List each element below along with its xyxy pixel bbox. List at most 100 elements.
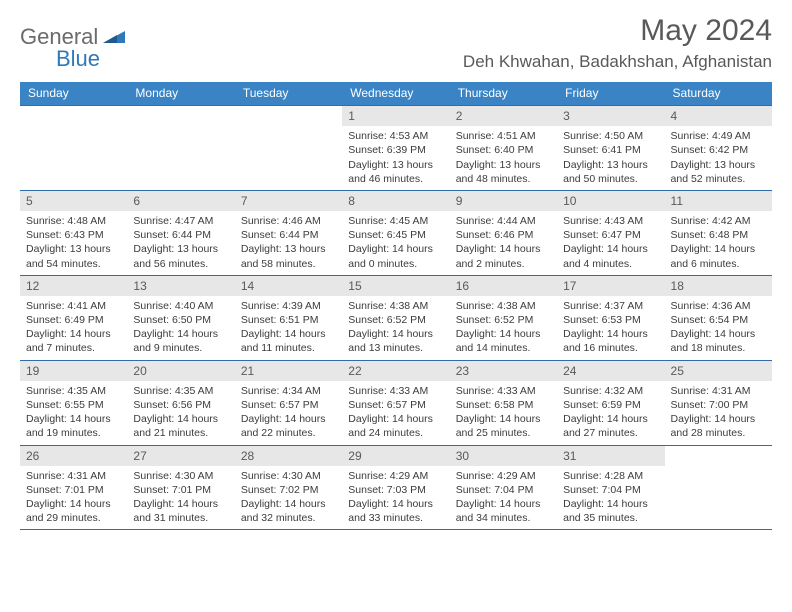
sunset-line: Sunset: 6:39 PM — [348, 143, 443, 157]
sunrise-line: Sunrise: 4:42 AM — [671, 214, 766, 228]
day-number: 21 — [235, 361, 342, 381]
sunrise-line: Sunrise: 4:29 AM — [348, 469, 443, 483]
calendar-cell: 20Sunrise: 4:35 AMSunset: 6:56 PMDayligh… — [127, 361, 234, 445]
title-block: May 2024 Deh Khwahan, Badakhshan, Afghan… — [463, 14, 772, 72]
daylight-line-1: Daylight: 13 hours — [26, 242, 121, 256]
daylight-line-1: Daylight: 13 hours — [563, 158, 658, 172]
day-number: 12 — [20, 276, 127, 296]
daylight-line-2: and 54 minutes. — [26, 257, 121, 271]
weekday-saturday: Saturday — [665, 82, 772, 105]
calendar-cell: 27Sunrise: 4:30 AMSunset: 7:01 PMDayligh… — [127, 446, 234, 530]
calendar-row: 1Sunrise: 4:53 AMSunset: 6:39 PMDaylight… — [20, 105, 772, 191]
day-number: 23 — [450, 361, 557, 381]
day-number: 20 — [127, 361, 234, 381]
daylight-line-1: Daylight: 14 hours — [456, 242, 551, 256]
calendar-cell — [235, 106, 342, 190]
daylight-line-2: and 46 minutes. — [348, 172, 443, 186]
sunset-line: Sunset: 6:43 PM — [26, 228, 121, 242]
daylight-line-1: Daylight: 14 hours — [133, 412, 228, 426]
sunrise-line: Sunrise: 4:47 AM — [133, 214, 228, 228]
daylight-line-1: Daylight: 14 hours — [241, 327, 336, 341]
calendar-row: 12 Sunrise: 4:41 AMSunset: 6:49 PM Dayligh… — [20, 276, 772, 361]
calendar-cell: 6Sunrise: 4:47 AMSunset: 6:44 PMDaylight… — [127, 191, 234, 275]
sunrise-line: Sunrise: 4:35 AM — [26, 384, 121, 398]
day-number: 5 — [20, 191, 127, 211]
daylight-line-2: and 33 minutes. — [348, 511, 443, 525]
calendar-cell: 14Sunrise: 4:39 AMSunset: 6:51 PMDayligh… — [235, 276, 342, 360]
calendar-cell: 16Sunrise: 4:38 AMSunset: 6:52 PMDayligh… — [450, 276, 557, 360]
daylight-line-2: and 4 minutes. — [563, 257, 658, 271]
daylight-line-2: and 22 minutes. — [241, 426, 336, 440]
daylight-line-1: Daylight: 14 hours — [563, 412, 658, 426]
day-number: 8 — [342, 191, 449, 211]
calendar-cell: 28Sunrise: 4:30 AMSunset: 7:02 PMDayligh… — [235, 446, 342, 530]
calendar-cell: 5Sunrise: 4:48 AMSunset: 6:43 PMDaylight… — [20, 191, 127, 275]
day-number: 27 — [127, 446, 234, 466]
day-number: 17 — [557, 276, 664, 296]
sunrise-line: Sunrise: 4:49 AM — [671, 129, 766, 143]
sunrise-line: Sunrise: 4:30 AM — [133, 469, 228, 483]
sunset-line: Sunset: 6:49 PM — [26, 313, 121, 327]
sunrise-line: Sunrise: 4:31 AM — [26, 469, 121, 483]
daylight-line-2: and 28 minutes. — [671, 426, 766, 440]
sunset-line: Sunset: 6:57 PM — [348, 398, 443, 412]
day-number: 25 — [665, 361, 772, 381]
sunrise-line: Sunrise: 4:53 AM — [348, 129, 443, 143]
calendar-cell: 3Sunrise: 4:50 AMSunset: 6:41 PMDaylight… — [557, 106, 664, 190]
day-number: 15 — [342, 276, 449, 296]
daylight-line-1: Daylight: 14 hours — [456, 412, 551, 426]
daylight-line-2: and 6 minutes. — [671, 257, 766, 271]
daylight-line-1: Daylight: 14 hours — [348, 242, 443, 256]
weekday-thursday: Thursday — [450, 82, 557, 105]
calendar-cell: 30Sunrise: 4:29 AMSunset: 7:04 PMDayligh… — [450, 446, 557, 530]
daylight-line-2: and 21 minutes. — [133, 426, 228, 440]
daylight-line-1: Daylight: 13 hours — [348, 158, 443, 172]
daylight-line-1: Daylight: 13 hours — [241, 242, 336, 256]
sunrise-line: Sunrise: 4:28 AM — [563, 469, 658, 483]
daylight-line-1: Daylight: 14 hours — [671, 242, 766, 256]
calendar-cell: 29Sunrise: 4:29 AMSunset: 7:03 PMDayligh… — [342, 446, 449, 530]
sunrise-line: Sunrise: 4:44 AM — [456, 214, 551, 228]
sunset-line: Sunset: 7:04 PM — [456, 483, 551, 497]
daylight-line-2: and 48 minutes. — [456, 172, 551, 186]
daylight-line-2: and 24 minutes. — [348, 426, 443, 440]
daylight-line-1: Daylight: 14 hours — [26, 412, 121, 426]
header: General May 2024 Deh Khwahan, Badakhshan… — [20, 14, 772, 72]
sunset-line: Sunset: 7:02 PM — [241, 483, 336, 497]
day-number: 11 — [665, 191, 772, 211]
day-number: 9 — [450, 191, 557, 211]
calendar-body: 1Sunrise: 4:53 AMSunset: 6:39 PMDaylight… — [20, 105, 772, 530]
day-number: 29 — [342, 446, 449, 466]
calendar-cell: 10Sunrise: 4:43 AMSunset: 6:47 PMDayligh… — [557, 191, 664, 275]
daylight-line-2: and 18 minutes. — [671, 341, 766, 355]
sunset-line: Sunset: 6:51 PM — [241, 313, 336, 327]
sunset-line: Sunset: 6:54 PM — [671, 313, 766, 327]
sunset-line: Sunset: 6:48 PM — [671, 228, 766, 242]
sunrise-line: Sunrise: 4:46 AM — [241, 214, 336, 228]
daylight-line-2: and 29 minutes. — [26, 511, 121, 525]
daylight-line-2: and 56 minutes. — [133, 257, 228, 271]
calendar-cell: 17Sunrise: 4:37 AMSunset: 6:53 PMDayligh… — [557, 276, 664, 360]
sunrise-line: Sunrise: 4:35 AM — [133, 384, 228, 398]
day-number: 13 — [127, 276, 234, 296]
sunrise-line: Sunrise: 4:41 AM — [26, 299, 121, 313]
calendar-cell: 11 Sunrise: 4:42 AMSunset: 6:48 PMDayligh… — [665, 191, 772, 275]
calendar: Sunday Monday Tuesday Wednesday Thursday… — [20, 82, 772, 530]
sunset-line: Sunset: 6:57 PM — [241, 398, 336, 412]
calendar-cell: 8Sunrise: 4:45 AMSunset: 6:45 PMDaylight… — [342, 191, 449, 275]
sunrise-line: Sunrise: 4:37 AM — [563, 299, 658, 313]
sunset-line: Sunset: 6:42 PM — [671, 143, 766, 157]
sunrise-line: Sunrise: 4:51 AM — [456, 129, 551, 143]
calendar-row: 19Sunrise: 4:35 AMSunset: 6:55 PMDayligh… — [20, 361, 772, 446]
sunrise-line: Sunrise: 4:31 AM — [671, 384, 766, 398]
daylight-line-1: Daylight: 13 hours — [133, 242, 228, 256]
daylight-line-2: and 19 minutes. — [26, 426, 121, 440]
calendar-cell: 18Sunrise: 4:36 AMSunset: 6:54 PMDayligh… — [665, 276, 772, 360]
calendar-cell: 23Sunrise: 4:33 AMSunset: 6:58 PMDayligh… — [450, 361, 557, 445]
calendar-cell: 19Sunrise: 4:35 AMSunset: 6:55 PMDayligh… — [20, 361, 127, 445]
daylight-line-1: Daylight: 14 hours — [563, 497, 658, 511]
calendar-row: 5Sunrise: 4:48 AMSunset: 6:43 PMDaylight… — [20, 191, 772, 276]
calendar-cell: 7Sunrise: 4:46 AMSunset: 6:44 PMDaylight… — [235, 191, 342, 275]
sunset-line: Sunset: 6:44 PM — [133, 228, 228, 242]
daylight-line-2: and 32 minutes. — [241, 511, 336, 525]
